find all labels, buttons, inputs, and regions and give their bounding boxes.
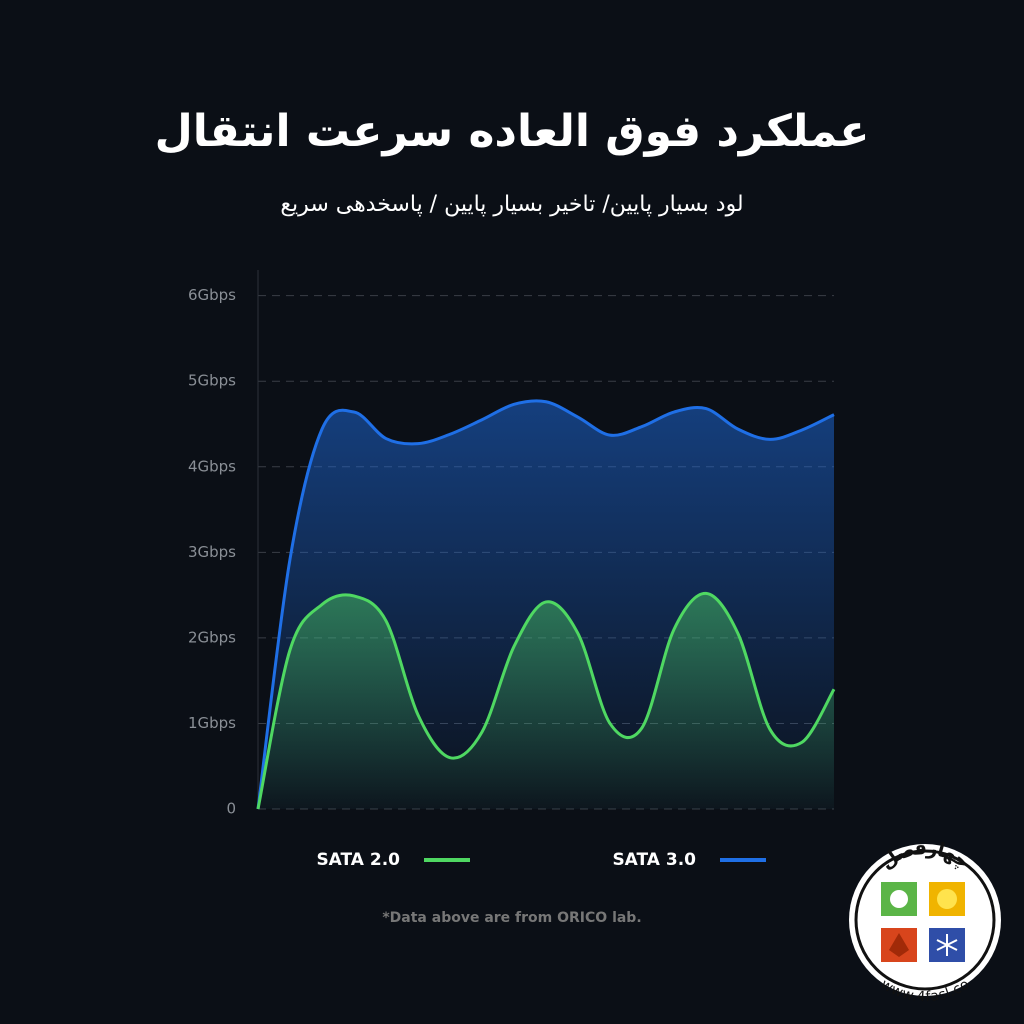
icon-flower xyxy=(890,890,908,908)
y-tick-label: 6Gbps xyxy=(188,286,236,304)
y-tick-label: 2Gbps xyxy=(188,628,236,646)
chart-title: عملکرد فوق العاده سرعت انتقال xyxy=(155,106,870,157)
y-tick-label: 0 xyxy=(226,800,236,818)
icon-leaf xyxy=(889,933,909,957)
icon-snow xyxy=(936,934,958,956)
series-line xyxy=(256,399,835,810)
logo-ring xyxy=(854,849,996,991)
y-tick-label: 3Gbps xyxy=(188,543,236,561)
y-tick-label: 1Gbps xyxy=(188,714,236,732)
legend-label: SATA 3.0 xyxy=(612,850,696,870)
y-tick-label: 5Gbps xyxy=(188,372,236,390)
series-area xyxy=(258,593,834,809)
footnote: *Data above are from ORICO lab. xyxy=(382,910,641,926)
chart-subtitle: لود بسیار پایین/ تاخیر بسیار پایین / پاس… xyxy=(280,192,743,217)
logo-circle xyxy=(849,844,1001,996)
series-line xyxy=(256,591,836,810)
legend-label: SATA 2.0 xyxy=(316,850,400,870)
y-tick-label: 4Gbps xyxy=(188,457,236,475)
icon-sun xyxy=(937,889,957,909)
